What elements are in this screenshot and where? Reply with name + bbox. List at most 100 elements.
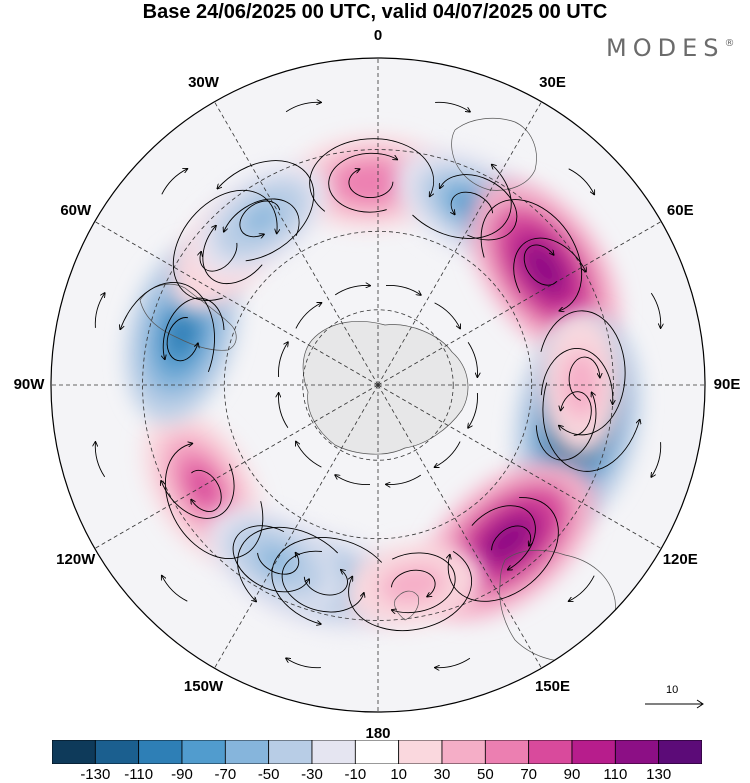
land-outlines (139, 117, 616, 662)
longitude-label-150e: 150E (534, 678, 571, 696)
streamline-49 (386, 474, 422, 484)
colorbar-swatch-2 (138, 740, 183, 764)
longitude-label-90e: 90E (713, 376, 741, 393)
longitude-label-180: 180 (365, 725, 391, 742)
longitude-label-150w: 150W (183, 678, 224, 696)
streamline-47 (435, 441, 461, 468)
longitude-label-60w: 60W (60, 201, 92, 219)
colorbar-tick-label: -90 (171, 766, 193, 783)
longitude-label-90w: 90W (13, 376, 45, 393)
colorbar-tick-label: 70 (520, 766, 537, 783)
streamline-33 (239, 200, 281, 237)
africa-outline (451, 117, 537, 191)
colorbar-tick-label: 130 (646, 766, 672, 783)
colorbar-tick-label: -130 (80, 766, 111, 783)
colorbar-swatch-7 (354, 740, 400, 764)
map-boundary (50, 57, 706, 713)
streamline-20 (349, 551, 473, 632)
streamline-52 (286, 658, 321, 669)
colorbar-swatch-13 (614, 740, 660, 764)
meridian-330 (214, 101, 379, 386)
reference-vector-arrow (645, 699, 704, 709)
streamline-21 (191, 469, 222, 512)
streamline-9 (561, 391, 592, 436)
meridian-300 (94, 221, 379, 386)
streamline-6 (523, 244, 558, 286)
streamline-28 (163, 297, 225, 359)
streamline-39 (385, 285, 421, 294)
streamline-24 (257, 553, 299, 575)
streamline-12 (491, 525, 531, 551)
antarctica-outline (302, 321, 469, 455)
streamline-45 (468, 392, 478, 428)
streamline-58 (94, 293, 104, 328)
colorbar-swatch-14 (658, 740, 702, 764)
longitude-label-60e: 60E (666, 201, 694, 219)
streamline-26 (237, 526, 339, 601)
colorbar-swatch-10 (484, 740, 530, 764)
streamline-59 (295, 303, 322, 329)
streamline-19 (392, 552, 456, 613)
streamline-44 (650, 292, 660, 328)
longitude-label-120w: 120W (56, 550, 96, 568)
graticule (51, 58, 705, 712)
streamline-57 (278, 342, 287, 378)
colorbar-tick-label: 50 (476, 766, 494, 783)
colorbar-swatch-9 (441, 740, 486, 764)
streamline-61 (334, 285, 370, 296)
colorbar-swatch-1 (94, 740, 140, 764)
streamline-22 (161, 463, 235, 519)
streamline-46 (651, 442, 662, 477)
streamline-43 (467, 341, 477, 377)
brand-name: MODES (606, 34, 725, 62)
streamline-34 (224, 198, 300, 236)
streamline-55 (278, 393, 289, 429)
streamline-38 (540, 310, 626, 436)
colorbar-swatch-8 (398, 740, 443, 764)
streamline-48 (569, 575, 595, 602)
colorbar-tick-label: 110 (603, 766, 628, 783)
streamline-62 (285, 102, 321, 113)
anomaly-field (125, 135, 642, 633)
colorbar-swatch-3 (181, 740, 226, 764)
colorbar-tick-label: -110 (124, 766, 154, 783)
reference-vector-label: 10 (666, 684, 679, 696)
south-america-outline (139, 283, 237, 351)
meridian-150 (377, 384, 542, 669)
streamline-60 (161, 169, 188, 195)
colorbar-swatch-5 (268, 740, 313, 764)
colorbar (52, 740, 702, 764)
streamline-36 (568, 356, 600, 401)
colorbar-swatch-6 (311, 740, 356, 764)
map-title: Base 24/06/2025 00 UTC, valid 04/07/2025… (142, 1, 608, 23)
streamline-5 (412, 165, 512, 239)
streamline-53 (296, 442, 322, 468)
latitude-circle-2 (142, 149, 614, 621)
streamline-50 (435, 657, 471, 667)
longitude-label-30e: 30E (539, 73, 566, 91)
streamline-29 (120, 282, 215, 373)
streamline-56 (95, 442, 106, 478)
streamline-2 (309, 138, 434, 212)
streamline-11 (542, 382, 640, 472)
meridian-210 (214, 384, 379, 669)
colorbar-swatch-4 (224, 740, 270, 764)
streamline-10 (535, 393, 597, 461)
streamline-37 (540, 348, 612, 404)
longitude-label-120e: 120E (662, 550, 698, 568)
registered-mark: ® (724, 38, 735, 49)
streamline-13 (471, 505, 536, 570)
streamline-27 (166, 317, 198, 362)
colorbar-tick-label: -70 (214, 766, 237, 783)
streamline-41 (434, 302, 461, 329)
colorbar-tick-label: 10 (390, 766, 407, 783)
colorbar-tick-label: -30 (301, 766, 323, 783)
longitude-label-0: 0 (373, 27, 383, 44)
streamline-17 (271, 537, 383, 624)
meridian-120 (377, 384, 662, 549)
streamline-42 (568, 168, 595, 195)
colorbar-swatch-0 (52, 740, 96, 764)
streamline-3 (451, 191, 494, 214)
streamline-18 (391, 569, 436, 596)
streamlines (95, 102, 660, 667)
